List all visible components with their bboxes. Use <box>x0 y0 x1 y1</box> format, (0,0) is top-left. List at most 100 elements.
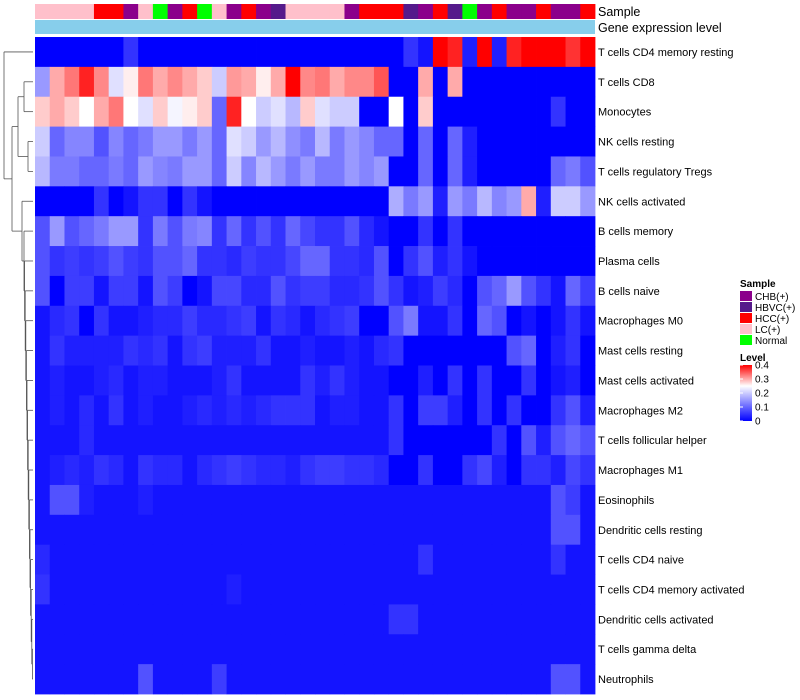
heatmap-cell <box>491 156 507 187</box>
row-label: Dendritic cells activated <box>598 614 714 626</box>
heatmap-cell <box>373 365 390 396</box>
heatmap-cell <box>270 604 286 635</box>
heatmap-cell <box>418 37 434 68</box>
heatmap-cell <box>285 156 301 187</box>
heatmap-cell <box>329 484 345 516</box>
heatmap-cell <box>182 634 198 665</box>
heatmap-cell <box>300 484 316 516</box>
heatmap-cell <box>506 335 522 366</box>
heatmap-cell <box>300 514 316 546</box>
heatmap-cell <box>182 514 198 546</box>
heatmap-cell <box>565 246 581 277</box>
heatmap-cell <box>565 126 581 157</box>
heatmap-cell <box>79 484 95 516</box>
heatmap-cell <box>123 126 139 157</box>
sample-track-cell <box>138 4 154 19</box>
sample-track-cell <box>226 4 242 19</box>
heatmap-cell <box>462 216 478 247</box>
heatmap-cell <box>256 604 272 635</box>
heatmap-cell <box>285 484 301 516</box>
heatmap-cell <box>79 156 95 187</box>
heatmap-cell <box>432 96 449 127</box>
heatmap-cell <box>565 216 581 247</box>
row-label: Monocytes <box>598 107 652 119</box>
sample-track-cell <box>123 4 139 19</box>
heatmap-cell <box>344 186 360 217</box>
heatmap-cell <box>138 156 154 187</box>
heatmap-cell <box>79 126 95 157</box>
heatmap-cell <box>49 335 65 366</box>
heatmap-cell <box>477 246 493 277</box>
heatmap-cell <box>256 574 272 605</box>
heatmap-cell <box>403 395 419 426</box>
heatmap-cell <box>108 66 124 98</box>
heatmap-cell <box>152 664 169 695</box>
heatmap-cell <box>182 574 198 605</box>
heatmap-cell <box>580 514 596 546</box>
heatmap-cell <box>123 365 139 396</box>
heatmap-cell <box>315 246 331 277</box>
heatmap-cell <box>506 514 522 546</box>
heatmap-cell <box>270 126 286 157</box>
row-label: B cells memory <box>598 226 674 238</box>
heatmap-cell <box>182 275 198 307</box>
heatmap-cell <box>123 484 139 516</box>
heatmap-cell <box>359 634 375 665</box>
heatmap-cell <box>506 246 522 277</box>
heatmap-cell <box>300 604 316 635</box>
sample-annotation-track <box>35 4 596 19</box>
heatmap-cell <box>79 335 95 366</box>
heatmap-cell <box>580 275 596 307</box>
heatmap-cell <box>403 544 419 575</box>
heatmap-cell <box>211 574 227 605</box>
sample-track-cell <box>477 4 493 19</box>
heatmap-cell <box>49 186 65 217</box>
heatmap-cell <box>300 455 316 486</box>
legend-sample-label: HBVC(+) <box>755 303 795 314</box>
heatmap-cell <box>211 305 227 337</box>
heatmap-cell <box>241 186 257 217</box>
heatmap-cell <box>300 216 316 247</box>
heatmap-cell <box>241 544 257 575</box>
heatmap-cell <box>49 544 65 575</box>
heatmap-cell <box>580 186 596 217</box>
sample-track-cell <box>167 4 183 19</box>
heatmap-cell <box>167 365 183 396</box>
heatmap-cell <box>226 335 242 366</box>
heatmap-cell <box>211 335 227 366</box>
heatmap-cell <box>241 604 257 635</box>
heatmap-cell <box>64 365 80 396</box>
heatmap-cell <box>418 335 434 366</box>
heatmap-cell <box>226 514 242 546</box>
sample-track-cell <box>403 4 419 19</box>
heatmap-cell <box>315 544 331 575</box>
heatmap-cell <box>123 37 139 68</box>
heatmap-cell <box>167 425 183 456</box>
heatmap-cell <box>270 335 286 366</box>
heatmap-cell <box>462 305 478 337</box>
heatmap-cell <box>123 335 139 366</box>
heatmap-cell <box>315 455 331 486</box>
heatmap-cell <box>270 96 286 127</box>
heatmap-cell <box>197 574 213 605</box>
heatmap-cell <box>462 604 478 635</box>
heatmap-cell <box>64 305 80 337</box>
heatmap-cell <box>35 604 51 635</box>
heatmap-cell <box>123 96 139 127</box>
heatmap-cell <box>123 604 139 635</box>
heatmap-cell <box>138 484 154 516</box>
heatmap-cell <box>197 216 213 247</box>
heatmap-cell <box>329 664 345 695</box>
heatmap-cell <box>580 66 596 98</box>
heatmap-cell <box>403 664 419 695</box>
heatmap-cell <box>167 335 183 366</box>
heatmap-cell <box>152 126 169 157</box>
heatmap-cell <box>167 96 183 127</box>
heatmap-cell <box>359 574 375 605</box>
heatmap-cell <box>506 126 522 157</box>
heatmap-cell <box>93 664 110 695</box>
heatmap-cell <box>580 484 596 516</box>
heatmap-cell <box>300 66 316 98</box>
heatmap-cell <box>550 335 566 366</box>
heatmap-cell <box>506 275 522 307</box>
